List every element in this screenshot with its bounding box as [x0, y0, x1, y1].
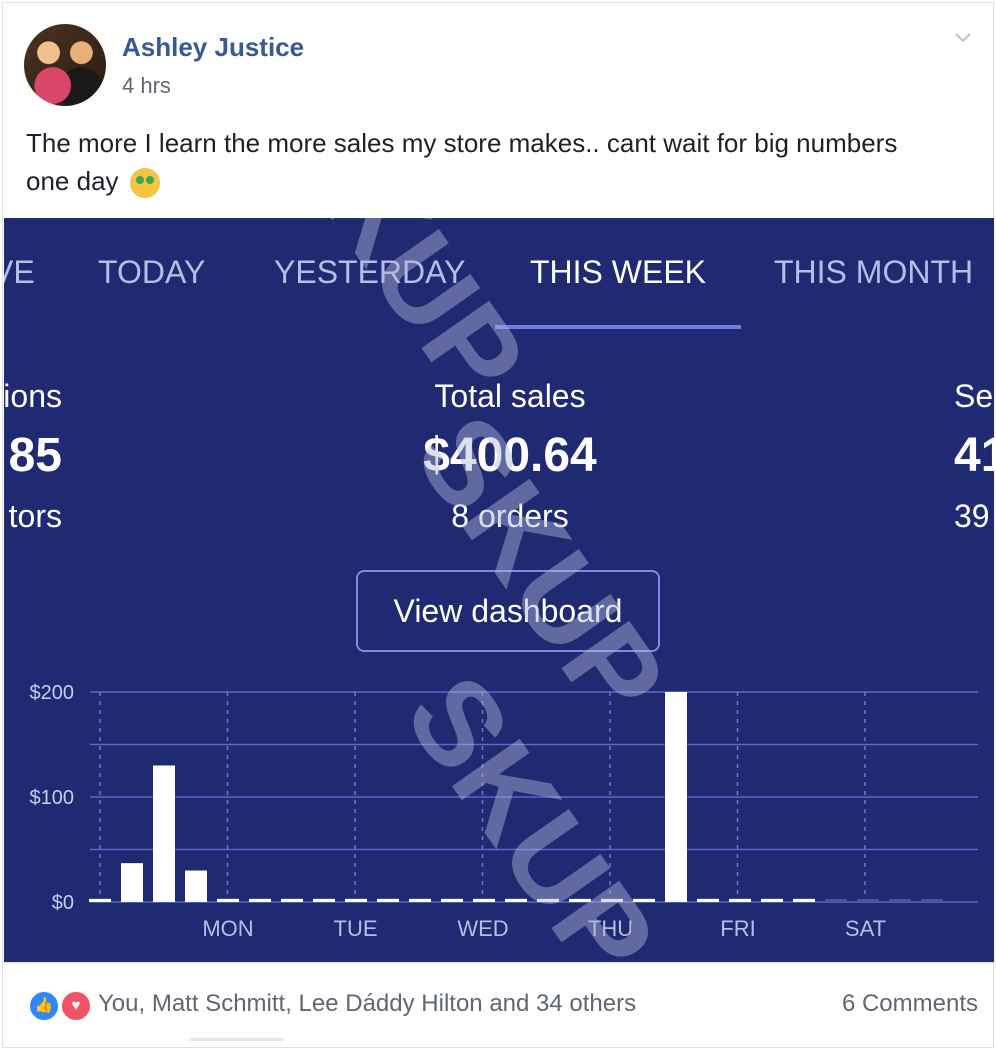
total-orders: 8 orders — [451, 498, 569, 534]
y-tick-label: $200 — [30, 682, 75, 704]
post-text: The more I learn the more sales my store… — [26, 124, 926, 200]
chart-bar — [153, 765, 175, 902]
metric-left-value: 85 — [8, 429, 62, 482]
chart-bar — [921, 898, 943, 902]
tab-today[interactable]: TODAY — [98, 254, 206, 290]
metric-right-value: 41 — [954, 429, 994, 482]
chart-bar — [249, 898, 271, 902]
chart-bar — [729, 898, 751, 902]
view-dashboard-button[interactable]: View dashboard — [356, 570, 660, 652]
chart-bar — [409, 898, 431, 902]
post-text-content: The more I learn the more sales my store… — [26, 128, 898, 196]
comments-count-link[interactable]: 6 Comments — [841, 990, 978, 1017]
chart-bar — [121, 863, 143, 902]
metric-left-sub: tors — [8, 498, 62, 534]
chart-bar — [345, 898, 367, 902]
chevron-down-icon[interactable] — [954, 28, 972, 46]
active-tab-indicator — [495, 325, 741, 329]
chart-bar — [473, 898, 495, 902]
x-tick-label: SAT — [845, 916, 886, 941]
metric-right-sub: 39 — [954, 498, 990, 534]
chart-bar — [313, 898, 335, 902]
like-reaction-icon[interactable]: 👍 — [28, 990, 60, 1022]
chart-bar — [697, 898, 719, 902]
chart-bar — [537, 898, 559, 902]
chart-bar — [761, 898, 783, 902]
footer-divider — [2, 962, 994, 963]
chart-bar — [185, 870, 207, 902]
post-timestamp[interactable]: 4 hrs — [122, 73, 171, 98]
x-tick-label: MON — [202, 916, 253, 941]
x-tick-label: THU — [588, 916, 633, 941]
tab-this-week[interactable]: THIS WEEK — [530, 254, 707, 290]
love-reaction-icon[interactable]: ♥ — [60, 990, 92, 1022]
chart-bar — [825, 898, 847, 902]
y-tick-label: $0 — [52, 892, 74, 914]
chart-bar — [889, 898, 911, 902]
total-sales-value: $400.64 — [423, 429, 597, 482]
author-name[interactable]: Ashley Justice — [122, 32, 305, 62]
total-sales-label: Total sales — [434, 378, 586, 414]
chart-bar — [505, 898, 527, 902]
sales-bar-chart: $200 $100 $0 MON TUE WED THU FRI SAT — [30, 682, 978, 941]
chart-bar — [377, 898, 399, 902]
chart-bar — [665, 692, 687, 902]
chart-bar — [793, 898, 815, 902]
metric-right-label: Se — [954, 378, 994, 414]
chart-bar — [633, 898, 655, 902]
metric-left-label: ions — [4, 378, 62, 414]
chart-bar — [857, 898, 879, 902]
footer-underline — [190, 1038, 284, 1041]
chart-bar — [601, 898, 623, 902]
analytics-screenshot: VE TODAY YESTERDAY THIS WEEK THIS MONTH … — [4, 218, 994, 962]
chart-bar — [217, 898, 239, 902]
tab-this-month[interactable]: THIS MONTH — [774, 254, 974, 290]
tab-partial[interactable]: VE — [4, 254, 35, 290]
tab-yesterday[interactable]: YESTERDAY — [274, 254, 466, 290]
chart-bar — [569, 898, 591, 902]
chart-bar — [281, 898, 303, 902]
author-avatar[interactable] — [24, 24, 106, 106]
x-tick-label: WED — [457, 916, 508, 941]
y-tick-label: $100 — [30, 787, 75, 809]
money-mouth-face-emoji-icon — [129, 168, 160, 199]
chart-bar — [89, 898, 111, 902]
x-tick-label: TUE — [334, 916, 378, 941]
reactors-summary[interactable]: You, Matt Schmitt, Lee Dáddy Hilton and … — [98, 990, 637, 1017]
chart-bar — [441, 898, 463, 902]
x-tick-label: FRI — [720, 916, 755, 941]
